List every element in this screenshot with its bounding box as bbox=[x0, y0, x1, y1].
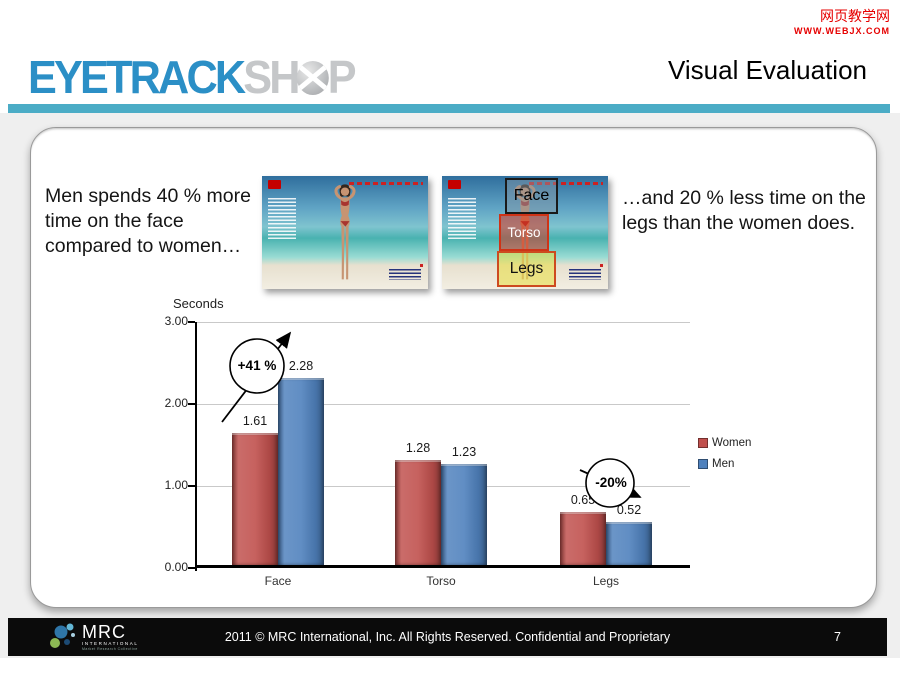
bar-women-face bbox=[232, 433, 278, 565]
y-tick-label: 2.00 bbox=[164, 396, 188, 410]
watermark: 网页教学网 WWW.WEBJX.COM bbox=[794, 8, 890, 37]
y-axis-line bbox=[195, 322, 197, 571]
mrc-logo-text: MRC bbox=[82, 622, 126, 642]
legend-label: Women bbox=[712, 437, 752, 449]
bar-value-men-legs: 0.52 bbox=[616, 503, 642, 517]
chart-legend: Women Men bbox=[698, 437, 751, 479]
y-tick-mark bbox=[188, 567, 195, 569]
aoi-legs-box: Legs bbox=[497, 251, 556, 287]
chart-y-axis-title: Seconds bbox=[173, 296, 224, 311]
x-category-label: Legs bbox=[592, 574, 620, 588]
nav-links-strip bbox=[529, 182, 603, 185]
nav-links-strip bbox=[349, 182, 423, 185]
stimulus-screenshot-annotated: Face Torso Legs bbox=[442, 176, 608, 289]
bar-men-torso bbox=[441, 464, 487, 565]
x-axis-line bbox=[195, 565, 690, 568]
footer-bar: MRC INTERNATIONAL Market Research Collec… bbox=[8, 618, 887, 656]
bar-men-face bbox=[278, 378, 324, 565]
aoi-face-box: Face bbox=[505, 178, 558, 214]
gridline bbox=[197, 322, 690, 323]
eyetrackshop-logo: EYETRACKSH P bbox=[28, 50, 357, 104]
legend-swatch bbox=[698, 438, 708, 448]
menu-text-strip bbox=[448, 198, 476, 240]
watermark-line2: WWW.WEBJX.COM bbox=[794, 25, 890, 36]
x-category-label: Torso bbox=[426, 574, 456, 588]
y-tick-label: 1.00 bbox=[164, 478, 188, 492]
watermark-line1: 网页教学网 bbox=[820, 8, 890, 24]
brand-logo-mark bbox=[448, 180, 461, 189]
y-tick-mark bbox=[188, 321, 195, 323]
model-figure bbox=[334, 184, 356, 280]
legend-swatch bbox=[698, 459, 708, 469]
bar-value-men-torso: 1.23 bbox=[451, 445, 477, 459]
caption-text-strip bbox=[569, 269, 601, 280]
aoi-torso-label: Torso bbox=[507, 225, 541, 240]
legend-item-men: Men bbox=[698, 458, 751, 470]
aoi-torso-box: Torso bbox=[499, 214, 549, 251]
aoi-legs-label: Legs bbox=[509, 260, 544, 277]
bar-men-legs bbox=[606, 522, 652, 565]
mrc-circles-icon bbox=[50, 623, 75, 648]
stimulus-screenshot-original bbox=[262, 176, 428, 289]
page-number: 7 bbox=[834, 630, 841, 644]
y-tick-mark bbox=[188, 403, 195, 405]
bar-women-legs bbox=[560, 512, 606, 565]
brand-logo-mark bbox=[268, 180, 281, 189]
y-tick-label: 3.00 bbox=[164, 314, 188, 328]
caption-mark bbox=[420, 264, 423, 267]
legend-item-women: Women bbox=[698, 437, 751, 449]
bar-women-torso bbox=[395, 460, 441, 565]
bar-value-women-torso: 1.28 bbox=[405, 441, 431, 455]
bar-value-men-face: 2.28 bbox=[288, 359, 314, 373]
increase-annotation-label: +41 % bbox=[237, 358, 277, 373]
menu-text-strip bbox=[268, 198, 296, 240]
narrative-right: …and 20 % less time on the legs than the… bbox=[622, 187, 866, 234]
caption-mark bbox=[600, 264, 603, 267]
caption-text-strip bbox=[389, 269, 421, 280]
copyright-text: 2011 © MRC International, Inc. All Right… bbox=[224, 630, 671, 644]
mrc-logo-subtext2: Market Research Collective bbox=[82, 646, 138, 651]
logo-text-secondary-left: SH bbox=[243, 51, 300, 103]
legend-label: Men bbox=[712, 458, 735, 470]
mrc-logo: MRC INTERNATIONAL Market Research Collec… bbox=[48, 622, 138, 652]
logo-text-secondary-right: P bbox=[327, 51, 357, 103]
y-tick-mark bbox=[188, 485, 195, 487]
page-title: Visual Evaluation bbox=[668, 55, 867, 85]
globe-icon bbox=[296, 61, 329, 95]
plot-area: 3.00 2.00 1.00 0.00 Face 1.61 2.28 Torso 1.28 1.2… bbox=[165, 314, 690, 588]
y-tick-label: 0.00 bbox=[164, 560, 188, 574]
gridline bbox=[197, 404, 690, 405]
header-divider-bar bbox=[8, 104, 890, 113]
x-category-label: Face bbox=[264, 574, 292, 588]
mrc-logo-subtext: INTERNATIONAL bbox=[82, 641, 139, 646]
narrative-left: Men spends 40 % more time on the face co… bbox=[45, 185, 251, 257]
aoi-face-label: Face bbox=[513, 187, 550, 204]
logo-text-primary: EYETRACK bbox=[28, 51, 246, 103]
decrease-annotation-label: -20% bbox=[595, 475, 627, 490]
